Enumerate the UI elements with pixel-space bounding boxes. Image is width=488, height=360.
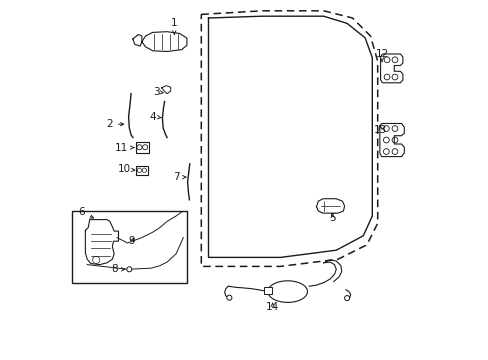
Polygon shape [85,220,118,265]
Text: 6: 6 [78,207,93,218]
Text: 12: 12 [375,49,388,62]
Polygon shape [133,217,148,228]
Text: 4: 4 [149,112,161,122]
Text: 9: 9 [129,236,135,246]
Polygon shape [142,32,186,51]
FancyBboxPatch shape [136,166,148,175]
Text: 2: 2 [106,119,123,129]
Polygon shape [316,199,344,213]
Text: 10: 10 [117,164,135,174]
Text: 8: 8 [111,264,124,274]
Text: 11: 11 [115,143,134,153]
Text: 13: 13 [373,125,386,135]
Text: 3: 3 [153,87,163,97]
Text: 5: 5 [329,213,335,223]
Polygon shape [162,86,170,94]
Polygon shape [133,35,142,46]
FancyBboxPatch shape [136,142,149,153]
Bar [72,211,186,283]
Polygon shape [380,54,402,83]
Polygon shape [379,123,404,157]
Circle shape [226,295,231,300]
Text: 14: 14 [265,302,279,312]
Text: 7: 7 [172,172,185,182]
Circle shape [344,296,349,301]
Bar [264,287,272,294]
Text: 1: 1 [171,18,177,34]
Circle shape [126,267,132,272]
